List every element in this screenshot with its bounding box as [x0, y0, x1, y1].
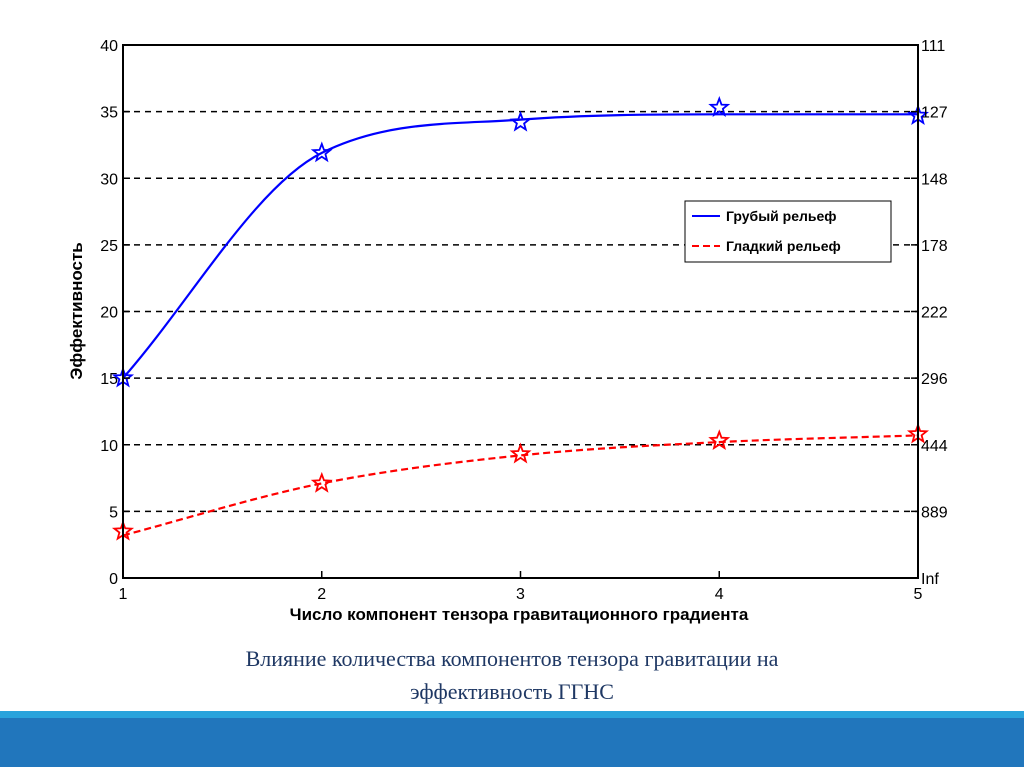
- y-right-tick-label: 444: [921, 438, 948, 455]
- legend: Грубый рельеф Гладкий рельеф: [684, 200, 892, 263]
- y-right-tick-label: 111: [921, 38, 945, 55]
- legend-box: [684, 200, 892, 263]
- data-point: [708, 429, 731, 451]
- y-right-tick-label: 148: [921, 171, 948, 188]
- y-right-tick-label: 222: [921, 305, 948, 322]
- data-point: [310, 471, 333, 493]
- x-tick-label: 5: [914, 586, 923, 603]
- data-point: [509, 442, 532, 464]
- y-tick-label: 5: [109, 504, 118, 521]
- x-tick-label: 4: [715, 586, 724, 603]
- legend-label-rough: Грубый рельеф: [726, 208, 837, 224]
- caption-line-2: эффективность ГГНС: [410, 679, 614, 704]
- footer-bar: [0, 718, 1024, 767]
- y-tick-label: 0: [109, 571, 118, 588]
- y-tick-label: 30: [100, 171, 118, 188]
- footer-accent-stripe: [0, 711, 1024, 718]
- slide-caption: Влияние количества компонентов тензора г…: [0, 642, 1024, 708]
- x-tick-label: 2: [317, 586, 326, 603]
- y-right-tick-label: 178: [921, 238, 948, 255]
- y-tick-label: 40: [100, 38, 118, 55]
- markers: [111, 96, 930, 541]
- caption-line-1: Влияние количества компонентов тензора г…: [245, 646, 779, 671]
- y-tick-label: 20: [100, 305, 118, 322]
- legend-label-smooth: Гладкий рельеф: [726, 238, 841, 254]
- y-right-tick-label: 127: [921, 105, 948, 122]
- y-tick-label: 25: [100, 238, 118, 255]
- y-right-tick-label: Inf: [921, 571, 939, 588]
- y-tick-label: 15: [100, 371, 118, 388]
- x-tick-label: 1: [119, 586, 128, 603]
- y-tick-label: 10: [100, 438, 118, 455]
- series-line: [122, 434, 919, 537]
- y-right-tick-label: 296: [921, 371, 948, 388]
- data-point: [310, 141, 333, 163]
- y-tick-label: 35: [100, 105, 118, 122]
- x-tick-label: 3: [516, 586, 525, 603]
- y-right-tick-label: 889: [921, 504, 948, 521]
- data-point: [509, 110, 532, 132]
- data-point: [708, 96, 731, 117]
- grid: [123, 110, 918, 513]
- x-axis-title: Число компонент тензора гравитационного …: [290, 605, 749, 624]
- y-axis-title: Эффективность: [67, 242, 86, 379]
